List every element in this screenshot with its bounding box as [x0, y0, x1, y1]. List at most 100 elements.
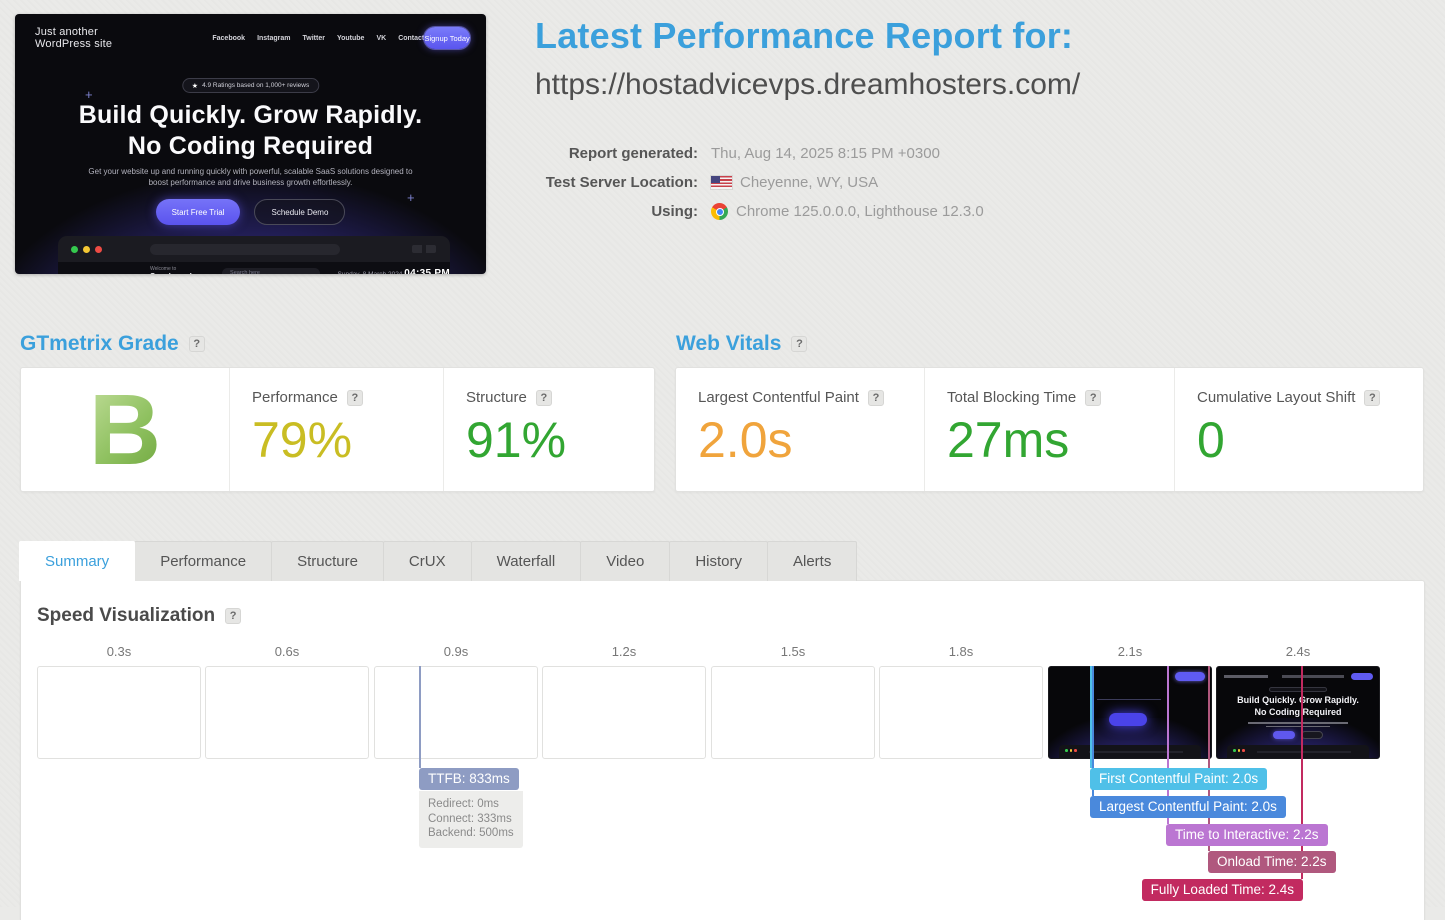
filmstrip-frame-full-render[interactable]: Build Quickly. Grow Rapidly. No Coding R…: [1216, 666, 1380, 759]
meta-value: Cheyenne, WY, USA: [711, 174, 878, 191]
preview-tagline: Just another WordPress site: [35, 26, 113, 50]
meta-value: Thu, Aug 14, 2025 8:15 PM +0300: [711, 145, 940, 162]
meta-row-location: Test Server Location: Cheyenne, WY, USA: [535, 168, 984, 197]
performance-cell: Performance ? 79%: [229, 368, 443, 491]
gtmetrix-grade-heading: GTmetrix Grade ?: [20, 332, 205, 356]
mini-rating-badge: [1269, 687, 1327, 692]
lcp-label: Largest Contentful Paint ?: [698, 389, 924, 406]
help-icon[interactable]: ?: [535, 389, 552, 406]
help-icon[interactable]: ?: [867, 389, 884, 406]
preview-rating-badge: ★ 4.9 Ratings based on 1,000+ reviews: [181, 78, 320, 93]
preview-hero-heading: Build Quickly. Grow Rapidly. No Coding R…: [78, 101, 423, 160]
tti-badge: Time to Interactive: 2.2s: [1166, 824, 1328, 846]
filmstrip-frame-blank[interactable]: [205, 666, 369, 759]
preview-window-buttons: [412, 245, 436, 253]
help-icon[interactable]: ?: [1364, 389, 1381, 406]
page-title: Latest Performance Report for:: [535, 15, 1074, 56]
ttfb-details-box: Redirect: 0ms Connect: 333ms Backend: 50…: [419, 791, 523, 848]
help-icon[interactable]: ?: [346, 389, 363, 406]
preview-nav-link: Twitter: [302, 34, 325, 42]
filmstrip-frame-blank[interactable]: [879, 666, 1043, 759]
preview-rating-text: 4.9 Ratings based on 1,000+ reviews: [202, 82, 310, 89]
filmstrip-frame-blank[interactable]: [37, 666, 201, 759]
tab-structure[interactable]: Structure: [271, 541, 384, 581]
performance-label: Performance ?: [252, 389, 443, 406]
tbt-value: 27ms: [947, 412, 1070, 468]
filmstrip-frame-partial-render[interactable]: [1048, 666, 1212, 759]
help-icon[interactable]: ?: [1085, 389, 1102, 406]
meta-label: Using:: [651, 203, 698, 220]
performance-value: 79%: [252, 412, 353, 468]
preview-welcome: Welcome to Saaslauncher: [150, 266, 202, 274]
tbt-label: Total Blocking Time ?: [947, 389, 1174, 406]
lcp-cell: Largest Contentful Paint ? 2.0s: [676, 368, 924, 491]
traffic-lights-icon: [1233, 749, 1245, 752]
preview-search-input: Search here: [222, 267, 320, 274]
preview-nav-links: Facebook Instagram Twitter Youtube VK Co…: [212, 35, 424, 42]
timeline-tick: 0.9s: [443, 644, 469, 659]
mini-hero-heading: Build Quickly. Grow Rapidly. No Coding R…: [1237, 695, 1359, 717]
filmstrip-frame-blank[interactable]: [711, 666, 875, 759]
ttfb-marker-line: [419, 666, 421, 768]
filmstrip-frame-blank[interactable]: [374, 666, 538, 759]
preview-nav-link: Contact: [398, 34, 425, 42]
meta-row-using: Using: Chrome 125.0.0.0, Lighthouse 12.3…: [535, 197, 984, 226]
mini-button-glow: [1109, 713, 1147, 726]
site-screenshot-thumbnail: + + Just another WordPress site Facebook…: [15, 14, 486, 274]
timeline-tick: 0.3s: [106, 644, 132, 659]
structure-cell: Structure ? 91%: [443, 368, 654, 491]
help-icon[interactable]: ?: [225, 608, 242, 624]
preview-url-bar: [150, 244, 340, 255]
grade-letter: B: [88, 373, 162, 486]
star-icon: ★: [191, 82, 199, 90]
ttfb-redirect: Redirect: 0ms: [428, 798, 499, 810]
help-icon[interactable]: ?: [188, 336, 205, 352]
cls-value: 0: [1197, 412, 1225, 468]
cls-cell: Cumulative Layout Shift ? 0: [1174, 368, 1423, 491]
preview-nav-link: VK: [376, 34, 387, 42]
fcp-badge: First Contentful Paint: 2.0s: [1090, 768, 1268, 790]
ttfb-badge: TTFB: 833ms: [419, 768, 519, 790]
onload-badge: Onload Time: 2.2s: [1208, 851, 1336, 873]
web-vitals-heading: Web Vitals ?: [676, 332, 808, 356]
tab-crux[interactable]: CrUX: [382, 541, 472, 581]
tab-history[interactable]: History: [669, 541, 768, 581]
preview-nav-link: Youtube: [336, 34, 365, 42]
us-flag-icon: [711, 176, 732, 189]
fcp-marker-line: [1090, 666, 1092, 768]
tti-marker-line: [1167, 666, 1169, 824]
tab-video[interactable]: Video: [580, 541, 671, 581]
tab-waterfall[interactable]: Waterfall: [470, 541, 582, 581]
mini-browser-bar: [1227, 745, 1369, 758]
mini-hero-subtext: [1247, 722, 1349, 729]
cls-label: Cumulative Layout Shift ?: [1197, 389, 1423, 406]
report-tabs: Summary Performance Structure CrUX Water…: [19, 541, 858, 581]
mini-browser-bar: [1059, 745, 1201, 758]
tab-performance[interactable]: Performance: [134, 541, 273, 581]
filmstrip-frame-blank[interactable]: [542, 666, 706, 759]
tab-summary[interactable]: Summary: [19, 541, 136, 581]
preview-page-header: Welcome to Saaslauncher Search here Sund…: [58, 262, 450, 274]
help-icon[interactable]: ?: [791, 336, 808, 352]
preview-nav-link: Instagram: [257, 34, 291, 42]
lcp-marker-line: [1092, 666, 1094, 796]
speed-visualization-heading: Speed Visualization ?: [37, 605, 242, 627]
structure-value: 91%: [466, 412, 567, 468]
preview-schedule-demo-button: Schedule Demo: [254, 199, 346, 225]
meta-label: Report generated:: [568, 145, 698, 162]
fully-loaded-badge: Fully Loaded Time: 2.4s: [1141, 879, 1303, 901]
preview-signup-button: Signup Today: [424, 27, 470, 49]
preview-cta-row: Start Free Trial Schedule Demo: [15, 199, 486, 225]
timeline-tick: 1.8s: [948, 644, 974, 659]
traffic-lights-icon: [71, 246, 102, 253]
tbt-cell: Total Blocking Time ? 27ms: [924, 368, 1174, 491]
report-url: https://hostadvicevps.dreamhosters.com/: [535, 68, 1081, 101]
lcp-badge: Largest Contentful Paint: 2.0s: [1090, 796, 1286, 818]
timeline-tick: 0.6s: [274, 644, 300, 659]
mini-navbar: [1224, 673, 1373, 680]
gtmetrix-grade-card: B Performance ? 79% Structure ? 91%: [20, 367, 655, 492]
onload-marker-line: [1208, 666, 1210, 851]
report-meta: Report generated: Thu, Aug 14, 2025 8:15…: [535, 139, 984, 226]
tab-alerts[interactable]: Alerts: [766, 541, 858, 581]
